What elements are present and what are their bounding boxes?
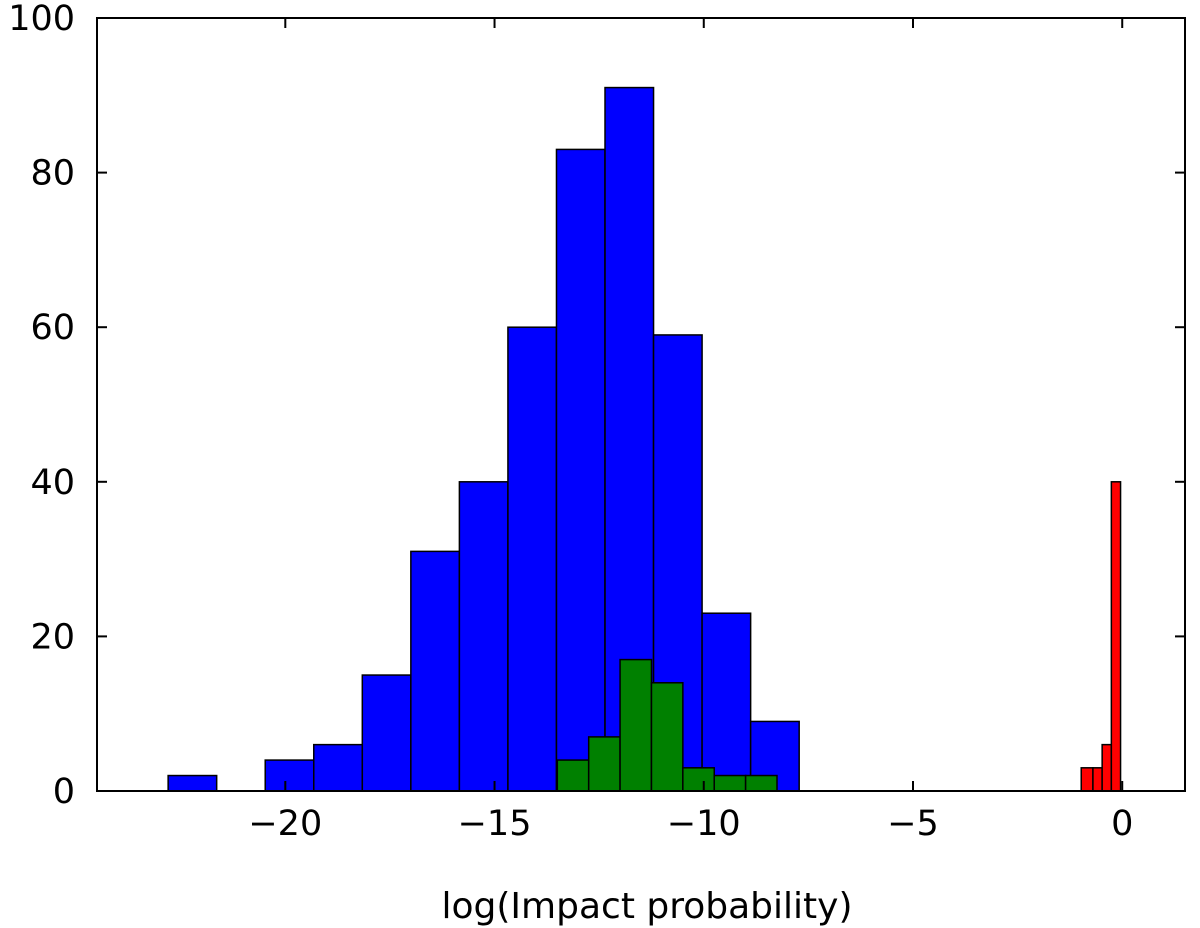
bar-blue-5 xyxy=(458,481,509,792)
bar-green-4 xyxy=(682,767,715,792)
y-tick-label: 0 xyxy=(53,772,75,812)
bar-blue-1 xyxy=(264,759,315,792)
bar-red-2 xyxy=(1101,743,1113,792)
y-tick-label: 100 xyxy=(8,0,75,39)
y-tick-label: 60 xyxy=(30,308,75,348)
bar-red-1 xyxy=(1092,767,1103,792)
bar-blue-6 xyxy=(507,326,558,792)
bar-green-6 xyxy=(744,774,778,792)
bar-blue-4 xyxy=(410,550,461,792)
bar-green-5 xyxy=(713,774,747,792)
plot-frame xyxy=(96,17,1186,792)
bar-green-0 xyxy=(556,759,590,792)
y-tick-label: 40 xyxy=(30,463,75,503)
bar-blue-10 xyxy=(701,612,752,792)
bar-red-3 xyxy=(1110,481,1122,792)
ticks-layer: −20 −15 −10 −5 0 0 20 40 60 80 100 xyxy=(8,0,1185,844)
x-tick-label: −5 xyxy=(887,804,939,844)
bar-green-3 xyxy=(650,682,684,792)
bar-blue-0 xyxy=(167,774,218,792)
x-tick-label: −10 xyxy=(667,804,741,844)
bar-blue-3 xyxy=(361,674,412,792)
bar-green-2 xyxy=(619,658,653,792)
bar-red-0 xyxy=(1080,767,1094,792)
y-tick-label: 80 xyxy=(30,154,75,194)
bar-blue-2 xyxy=(313,743,364,792)
y-tick-label: 20 xyxy=(30,617,75,657)
x-tick-label: −20 xyxy=(248,804,322,844)
bar-green-1 xyxy=(587,736,621,792)
x-axis-label: log(Impact probability) xyxy=(442,886,853,927)
x-tick-label: −15 xyxy=(458,804,532,844)
x-tick-label: 0 xyxy=(1111,804,1133,844)
series-green xyxy=(556,658,778,792)
bars-layer xyxy=(167,86,1122,792)
series-red xyxy=(1080,481,1122,792)
series-blue xyxy=(167,86,800,792)
bar-blue-7 xyxy=(555,148,606,792)
